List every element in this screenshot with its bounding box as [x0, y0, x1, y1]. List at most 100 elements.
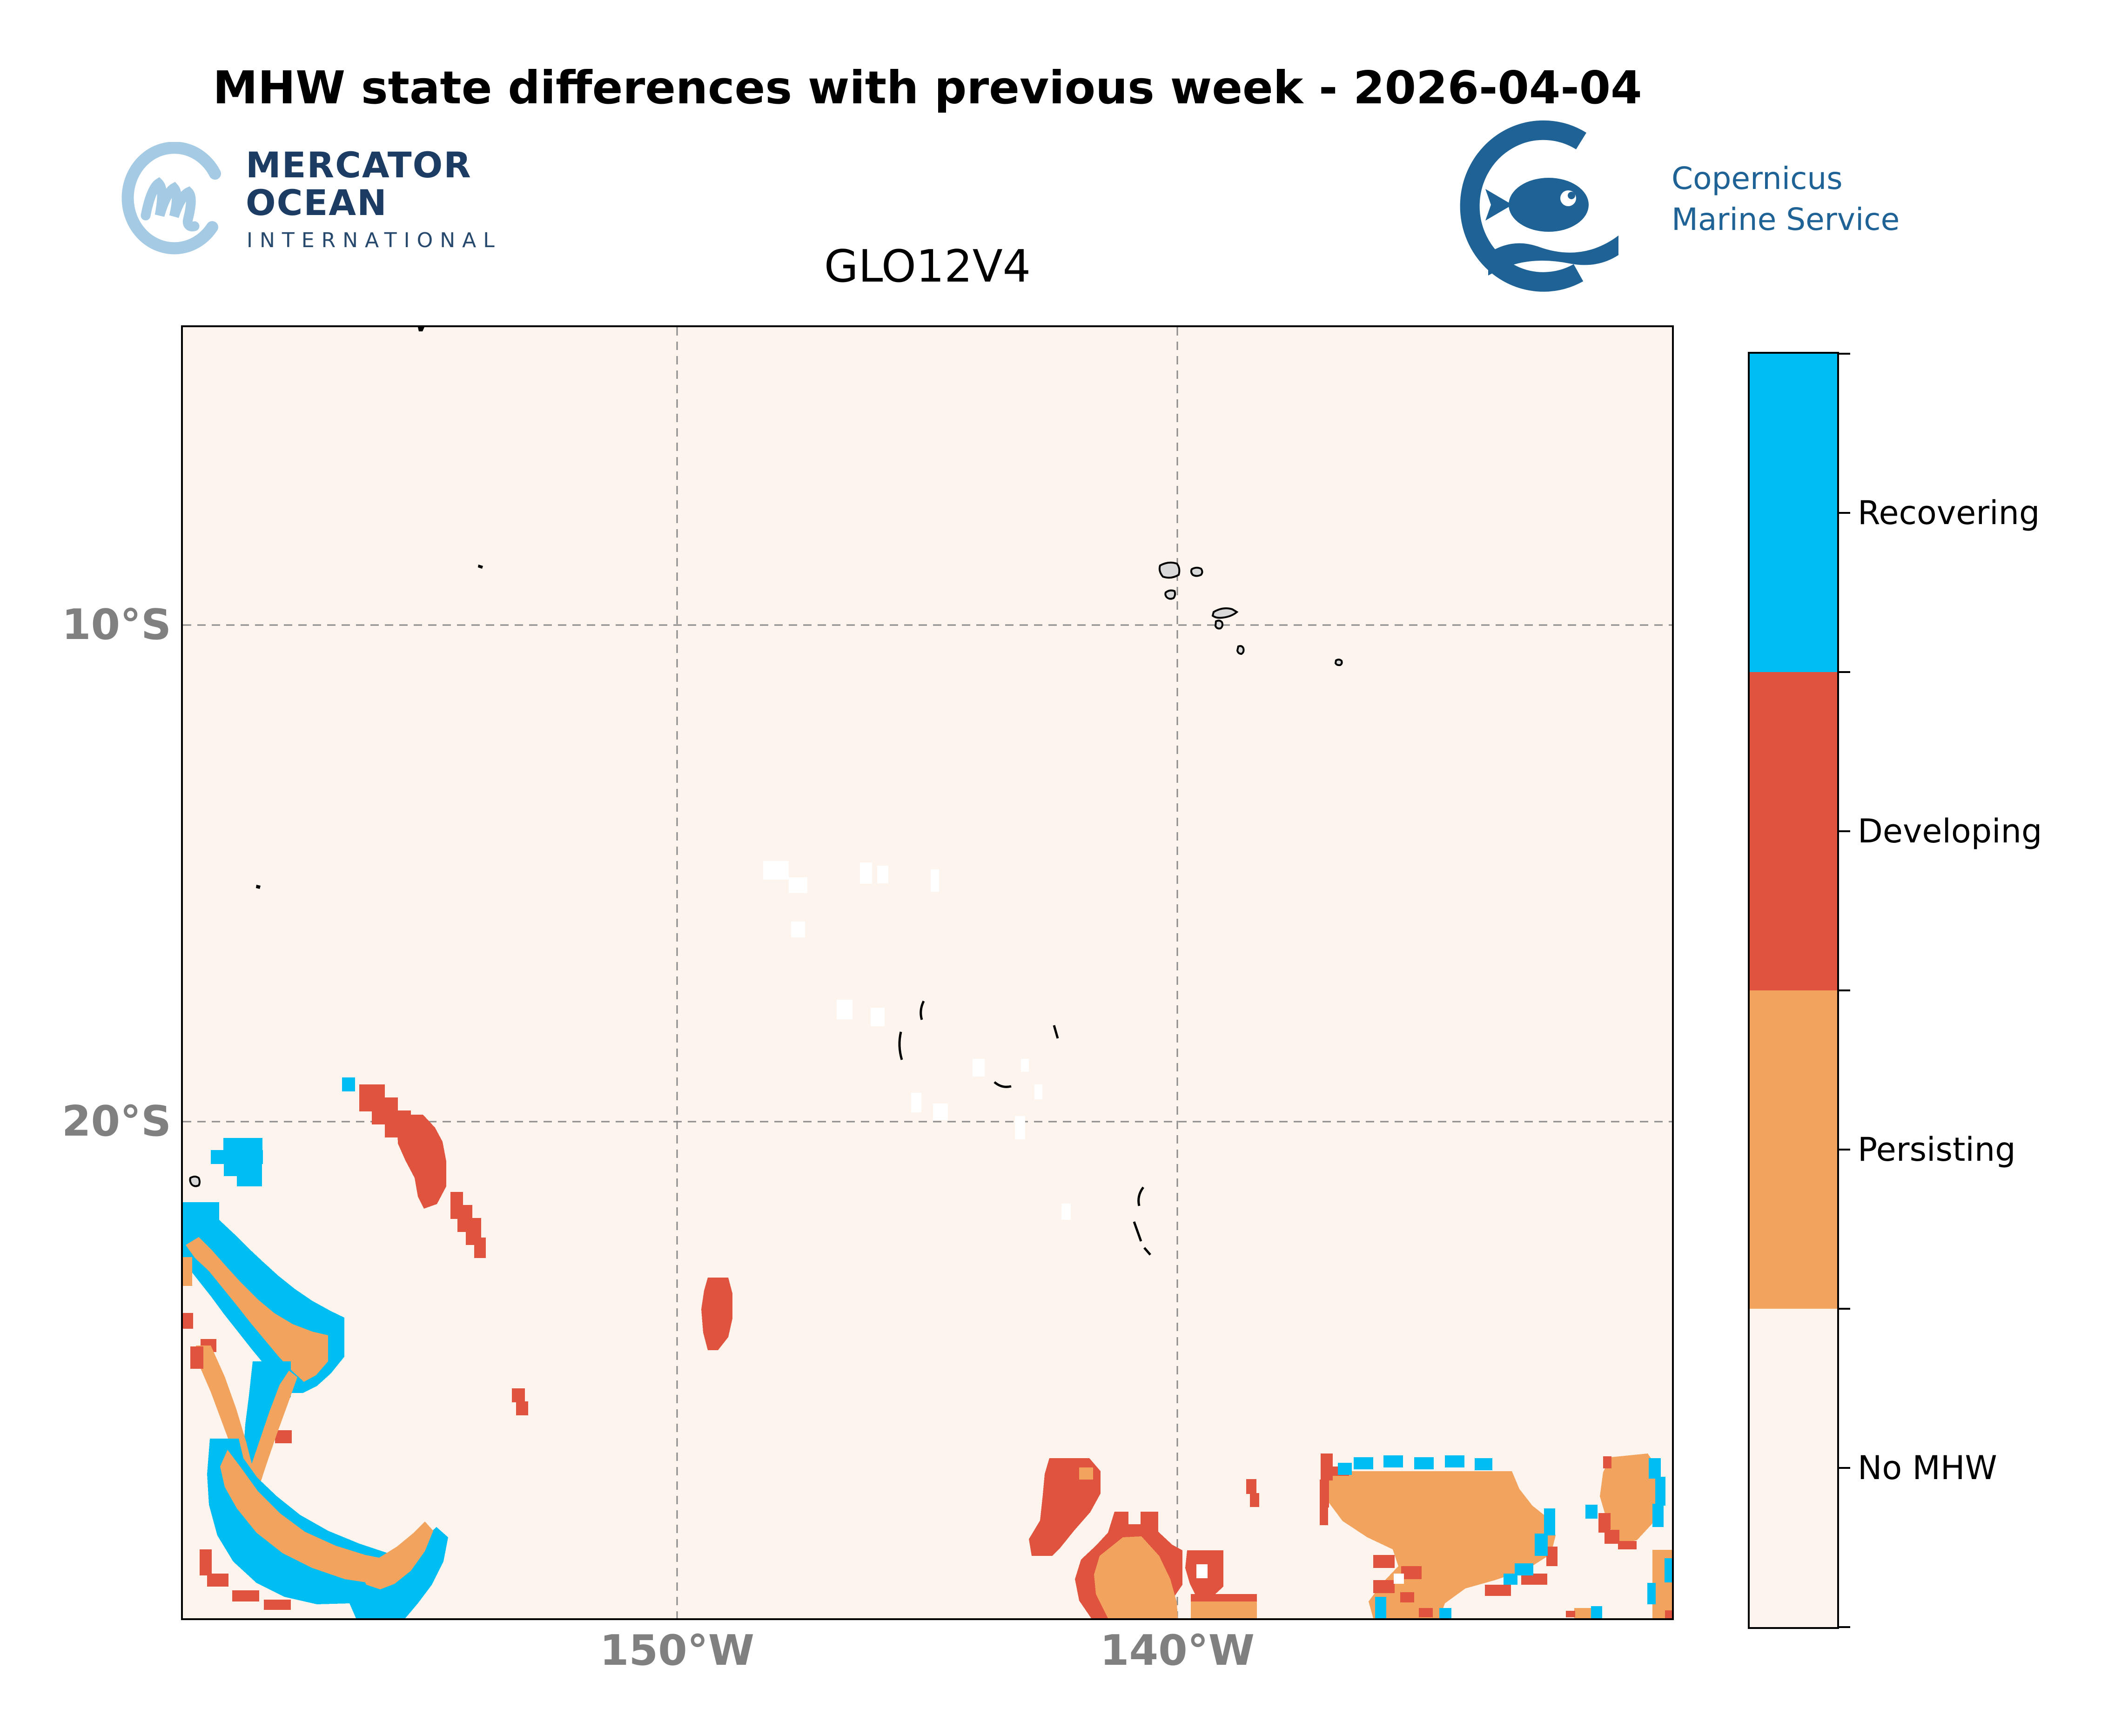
mhw-patch-recovering — [1515, 1563, 1533, 1575]
mhw-patch-recovering — [1665, 1558, 1672, 1582]
x-axis-label-150w: 150°W — [599, 1626, 755, 1675]
mhw-patch-developing — [1246, 1479, 1256, 1494]
mhw-patch-recovering — [211, 1150, 263, 1164]
mhw-patch-developing — [1485, 1585, 1511, 1596]
atoll-patch — [877, 866, 888, 883]
wave-icon — [1488, 236, 1618, 276]
island-outline — [1334, 659, 1343, 666]
mhw-patch-persisting — [196, 1346, 297, 1488]
mhw-patch-recovering — [1652, 1504, 1664, 1527]
mhw-patch-persisting — [1094, 1536, 1178, 1618]
mhw-patch-developing — [397, 1115, 446, 1209]
mhw-patch-recovering — [1445, 1455, 1464, 1467]
x-axis-label-140w: 140°W — [1100, 1626, 1255, 1675]
page-title: MHW state differences with previous week… — [213, 61, 1642, 114]
mhw-patch-developing — [701, 1278, 732, 1350]
mhw-patch-developing — [1618, 1541, 1637, 1549]
mhw-patch-recovering — [1504, 1574, 1517, 1585]
islet-speck — [478, 565, 483, 569]
colorbar-tick — [1839, 1626, 1850, 1628]
legend-label-persisting: Persisting — [1858, 1130, 2016, 1169]
mhw-patch-recovering — [1475, 1458, 1492, 1470]
mhw-patch-developing — [1665, 1610, 1672, 1618]
no-mhw-hole — [1394, 1574, 1404, 1584]
copernicus-wordmark-line1: Copernicus — [1672, 161, 1843, 196]
mercator-wordmark-line2: OCEAN — [246, 182, 388, 223]
mhw-patch-developing — [450, 1192, 486, 1258]
mhw-patch-persisting — [186, 1237, 328, 1382]
mhw-patch-developing — [200, 1549, 212, 1575]
mhw-map — [183, 327, 1672, 1618]
atoll-patch — [791, 922, 805, 937]
colorbar-segment-developing — [1750, 672, 1837, 990]
colorbar-segment-persisting — [1750, 990, 1837, 1309]
mhw-patch-recovering — [1414, 1457, 1434, 1469]
mhw-patch-recovering — [1383, 1455, 1403, 1467]
mhw-patch-developing — [1321, 1453, 1333, 1480]
mhw-patch-recovering — [1591, 1606, 1602, 1618]
mhw-patch-persisting — [1191, 1601, 1257, 1618]
mercator-wordmark-line1: MERCATOR — [246, 144, 472, 186]
copernicus-emblem-icon — [1460, 120, 1618, 292]
map-canvas[interactable] — [181, 325, 1674, 1620]
atoll-rim-arc — [1143, 1247, 1151, 1256]
mhw-patch-developing — [1320, 1506, 1328, 1525]
atoll-patch — [871, 1008, 885, 1026]
mhw-patch-developing — [1604, 1530, 1619, 1544]
mhw-patch-developing — [1320, 1480, 1329, 1507]
colorbar-tick — [1839, 1149, 1850, 1151]
model-subtitle: GLO12V4 — [824, 241, 1031, 292]
atoll-patch — [931, 869, 939, 892]
atoll-patch — [1061, 1204, 1071, 1220]
atoll-patch — [1015, 1116, 1025, 1139]
mhw-patch-developing — [1029, 1458, 1101, 1556]
mhw-patch-developing — [190, 1346, 203, 1369]
mhw-patch-persisting — [183, 1257, 192, 1286]
mhw-patch-developing — [1373, 1580, 1395, 1593]
mhw-patch-developing — [1566, 1611, 1575, 1617]
atoll-rim-arc — [1133, 1221, 1142, 1242]
colorbar-tick — [1839, 671, 1850, 673]
mhw-patch-developing — [1603, 1456, 1611, 1468]
mhw-patch-developing — [1598, 1513, 1611, 1533]
mhw-patch-developing — [1191, 1594, 1257, 1601]
legend-label-recovering: Recovering — [1858, 494, 2040, 532]
atoll-patch — [860, 862, 872, 884]
mhw-patch-developing — [1419, 1608, 1433, 1617]
atoll-rim-arc — [1053, 1025, 1059, 1039]
mhw-patch-recovering — [1544, 1508, 1555, 1535]
copernicus-marine-logo: Copernicus Marine Service — [1433, 115, 2085, 302]
mhw-patch-developing — [512, 1388, 525, 1402]
island-outline — [1164, 589, 1176, 600]
island-outline — [1158, 561, 1181, 579]
mhw-patch-developing — [275, 1430, 292, 1443]
mhw-patch-developing — [183, 1313, 193, 1329]
mhw-patch-recovering — [1647, 1583, 1656, 1604]
mhw-patch-recovering — [237, 1175, 262, 1186]
no-mhw-hole — [1196, 1564, 1208, 1578]
island-outline — [1214, 619, 1223, 630]
mhw-patch-persisting — [1321, 1471, 1556, 1618]
mercator-m — [141, 177, 200, 232]
mhw-patch-developing — [1373, 1555, 1395, 1568]
mhw-patch-persisting — [1600, 1453, 1664, 1545]
atoll-patch — [837, 1000, 853, 1019]
island-outline — [1211, 607, 1239, 619]
mhw-patch-recovering — [342, 1077, 355, 1091]
mhw-patch-developing — [1250, 1493, 1259, 1507]
island-outline — [1236, 645, 1245, 655]
ocean-background — [183, 327, 1672, 1618]
colorbar-segment-no_mhw — [1750, 1309, 1837, 1627]
atoll-patch — [1034, 1084, 1042, 1099]
mercator-ocean-logo: MERCATOR OCEAN INTERNATIONAL — [116, 137, 628, 277]
mercator-monogram-icon — [121, 142, 221, 255]
atoll-patch — [763, 861, 789, 880]
mhw-patch-developing — [1400, 1592, 1414, 1602]
mhw-patch-recovering — [1439, 1608, 1451, 1618]
legend-colorbar — [1748, 352, 1839, 1629]
y-axis-label-20s: 20°S — [61, 1097, 171, 1146]
mhw-patch-recovering — [1354, 1457, 1373, 1469]
island-outline — [189, 1176, 201, 1187]
atoll-rim-arc — [920, 1000, 925, 1020]
mhw-patch-recovering — [1535, 1534, 1548, 1556]
